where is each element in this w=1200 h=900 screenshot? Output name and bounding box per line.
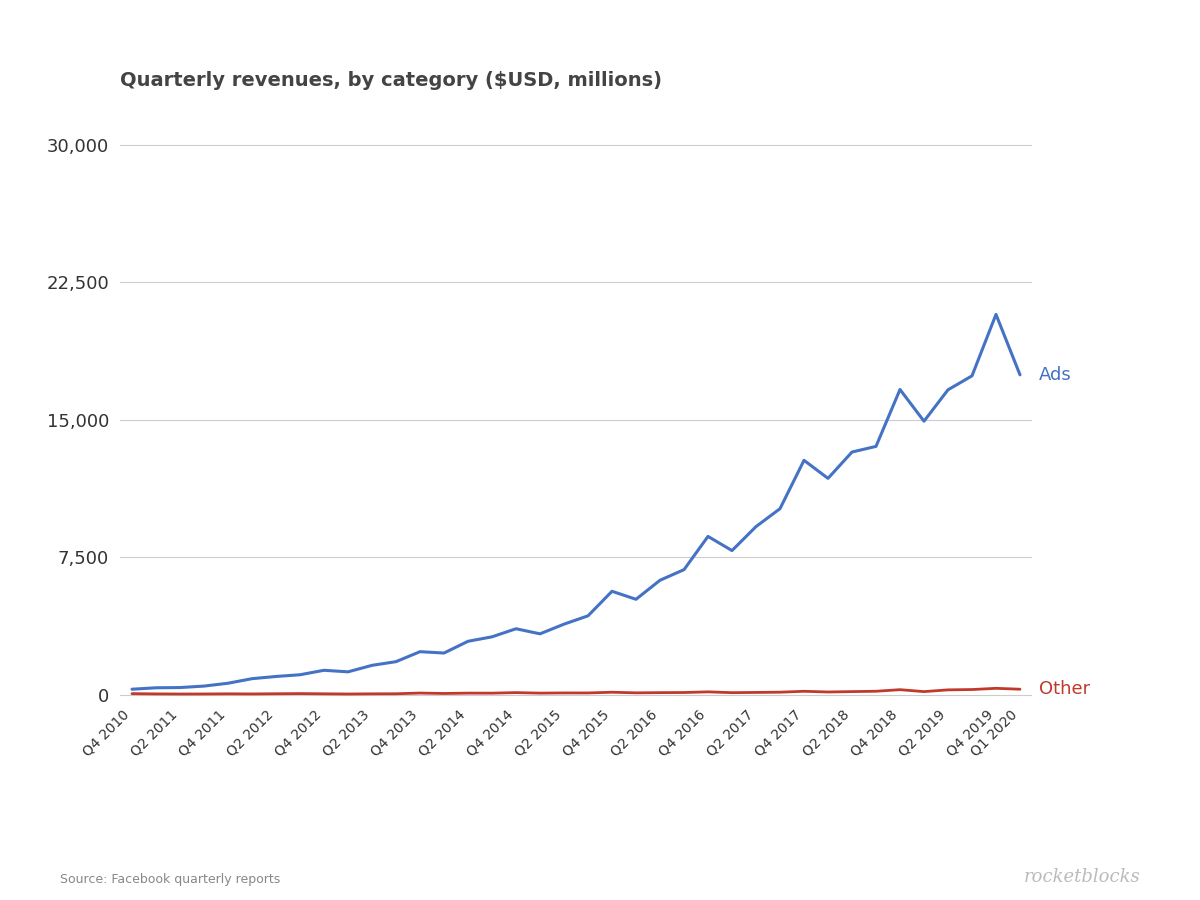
Text: Quarterly revenues, by category ($USD, millions): Quarterly revenues, by category ($USD, m… — [120, 71, 662, 90]
Text: rocketblocks: rocketblocks — [1024, 868, 1140, 886]
Text: Source: Facebook quarterly reports: Source: Facebook quarterly reports — [60, 874, 281, 886]
Text: Ads: Ads — [1039, 365, 1072, 383]
Text: Other: Other — [1039, 680, 1091, 698]
